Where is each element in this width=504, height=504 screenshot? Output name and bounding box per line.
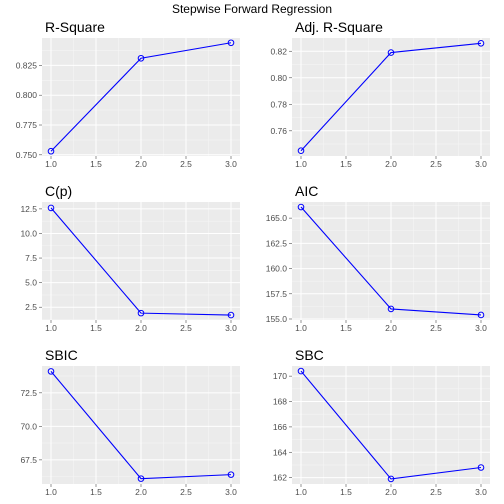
data-point [477,311,485,319]
data-point [227,39,235,47]
x-tick-label: 2.0 [385,487,397,497]
y-tick-label: 168 [273,397,287,407]
y-tick-label: 0.76 [270,126,287,136]
x-tick-label: 1.0 [295,323,307,333]
y-tick-label: 162 [273,473,287,483]
panels-group: R-Square 1.0 1.5 2.0 2.5 3.0 0.750 0.775 0.800 0.… [16,19,490,497]
x-tick-label: 1.0 [45,487,57,497]
series-line [50,207,232,316]
panel-5: SBIC 1.0 1.5 2.0 2.5 3.0 67.5 70.0 72.5 [20,347,240,497]
panel-2: Adj. R-Square 1.0 1.5 2.0 2.5 3.0 0.76 0.78 0.80… [270,19,490,169]
panel-title: C(p) [45,183,72,199]
x-tick-label: 1.5 [90,487,102,497]
series-line [300,370,482,480]
x-tick-label: 3.0 [475,487,487,497]
x-tick-label: 3.0 [225,323,237,333]
panel-3: C(p) 1.0 1.5 2.0 2.5 3.0 2.5 5.0 7.5 10.0 12.5 [20,183,240,333]
y-tick-label: 165.0 [266,213,288,223]
y-tick-label: 70.0 [20,421,37,431]
x-tick-label: 2.5 [180,487,192,497]
y-tick-label: 155.0 [266,314,288,324]
y-tick-label: 166 [273,422,287,432]
y-tick-label: 5.0 [25,278,37,288]
x-tick-label: 2.0 [135,323,147,333]
panel-1: R-Square 1.0 1.5 2.0 2.5 3.0 0.750 0.775 0.800 0.… [16,19,240,169]
data-point [387,475,395,483]
y-tick-label: 0.80 [270,73,287,83]
y-tick-label: 0.800 [16,90,38,100]
data-point [47,368,55,375]
y-tick-label: 12.5 [20,204,37,214]
x-tick-label: 1.0 [45,323,57,333]
y-tick-label: 162.5 [266,238,288,248]
figure-title: Stepwise Forward Regression [172,2,332,16]
x-tick-label: 2.5 [180,159,192,169]
y-tick-label: 67.5 [20,455,37,465]
series-line [50,371,232,480]
y-tick-label: 10.0 [20,228,37,238]
y-tick-label: 160.0 [266,264,288,274]
series-line [300,42,482,152]
x-tick-label: 2.0 [135,159,147,169]
data-point [477,464,485,471]
data-point [227,471,235,478]
data-point [227,311,235,319]
data-point [387,49,395,56]
x-tick-label: 1.5 [90,323,102,333]
y-tick-label: 170 [273,371,287,381]
panel-title: SBC [295,347,324,363]
y-tick-label: 0.825 [16,60,38,70]
x-tick-label: 3.0 [475,323,487,333]
x-tick-label: 1.5 [340,159,352,169]
data-point [137,54,145,62]
data-point [297,367,305,375]
x-tick-label: 1.5 [340,323,352,333]
x-tick-label: 2.0 [135,487,147,497]
y-tick-label: 72.5 [20,388,37,398]
x-tick-label: 1.5 [90,159,102,169]
x-tick-label: 1.0 [295,487,307,497]
x-tick-label: 2.5 [430,487,442,497]
y-tick-label: 0.775 [16,120,38,130]
x-tick-label: 3.0 [225,159,237,169]
x-tick-label: 2.5 [430,323,442,333]
x-tick-label: 1.5 [340,487,352,497]
data-point [477,40,485,47]
data-point [47,147,55,155]
y-tick-label: 0.78 [270,99,287,109]
panel-title: SBIC [45,347,78,363]
x-tick-label: 2.0 [385,323,397,333]
y-tick-label: 164 [273,447,287,457]
y-tick-label: 0.750 [16,150,38,160]
data-point [47,204,55,212]
panel-6: SBC 1.0 1.5 2.0 2.5 3.0 162 164 166 168 170 [273,347,490,497]
y-tick-label: 2.5 [25,302,37,312]
data-point [387,305,395,313]
data-point [297,147,305,154]
y-tick-label: 7.5 [25,253,37,263]
data-point [137,475,145,482]
series-line [300,206,482,316]
x-tick-label: 2.0 [385,159,397,169]
panel-title: R-Square [45,19,105,35]
x-tick-label: 1.0 [45,159,57,169]
x-tick-label: 2.5 [180,323,192,333]
y-tick-label: 157.5 [266,289,288,299]
data-point [297,203,305,211]
y-tick-label: 0.82 [270,46,287,56]
panel-title: Adj. R-Square [295,19,383,35]
panel-4: AIC 1.0 1.5 2.0 2.5 3.0 155.0 157.5 160.0 162.5 16… [266,183,490,333]
x-tick-label: 1.0 [295,159,307,169]
series-line [50,42,232,152]
data-point [137,309,145,317]
x-tick-label: 3.0 [225,487,237,497]
x-tick-label: 3.0 [475,159,487,169]
panel-title: AIC [295,183,318,199]
x-tick-label: 2.5 [430,159,442,169]
